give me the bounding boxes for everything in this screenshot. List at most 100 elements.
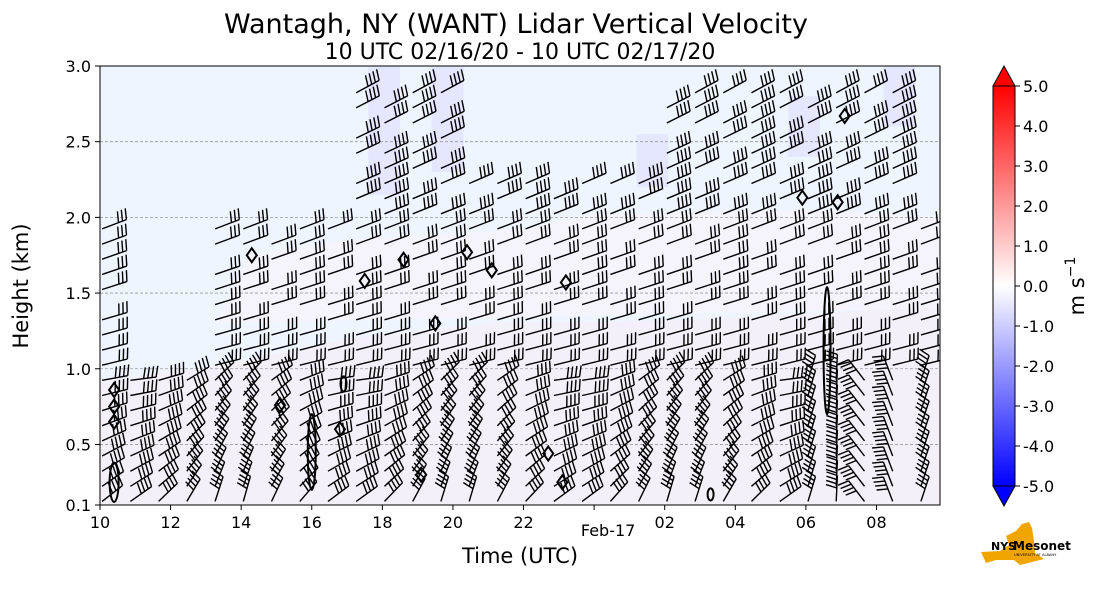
wind-barb bbox=[872, 355, 894, 381]
wind-barb bbox=[412, 146, 438, 170]
wind-barb bbox=[892, 347, 919, 366]
wind-barb bbox=[497, 254, 523, 276]
wind-barb bbox=[412, 440, 429, 472]
wind-barb bbox=[751, 347, 778, 366]
wind-barb bbox=[836, 332, 863, 351]
x-tick-label: 18 bbox=[372, 513, 392, 532]
wind-barb bbox=[553, 447, 578, 472]
wind-barb bbox=[807, 316, 834, 336]
wind-barb bbox=[497, 223, 523, 245]
wind-barb bbox=[581, 161, 607, 185]
wind-barb bbox=[355, 270, 382, 291]
wind-barb bbox=[356, 347, 383, 366]
wind-barb bbox=[553, 239, 580, 260]
y-tick-label: 2.0 bbox=[66, 208, 91, 227]
wind-barb bbox=[440, 239, 467, 260]
wind-barb bbox=[384, 415, 408, 442]
wind-barb bbox=[130, 461, 154, 487]
wind-barb bbox=[609, 429, 632, 457]
wind-barb bbox=[553, 223, 579, 245]
wind-barb bbox=[694, 270, 721, 291]
wind-barb bbox=[723, 161, 748, 185]
wind-barb bbox=[327, 460, 351, 487]
wind-barb bbox=[468, 192, 494, 215]
wind-barb bbox=[723, 239, 749, 260]
wind-barb bbox=[356, 378, 384, 397]
wind-barb bbox=[610, 332, 637, 351]
wind-barb bbox=[497, 301, 524, 321]
wind-barb bbox=[638, 285, 665, 306]
wind-barb bbox=[666, 351, 686, 381]
wind-barb bbox=[412, 177, 438, 200]
wind-barb bbox=[807, 208, 833, 230]
wind-barb bbox=[825, 441, 839, 472]
y-axis-ticks: 0.1 0.5 1.0 1.5 2.0 2.5 3.0 bbox=[66, 57, 100, 515]
wind-barb bbox=[497, 270, 523, 291]
wind-barb bbox=[327, 285, 354, 306]
wind-barb bbox=[212, 424, 229, 457]
wind-barb bbox=[525, 161, 551, 185]
wind-barb bbox=[801, 379, 817, 411]
wind-barb bbox=[158, 375, 184, 397]
wind-barb bbox=[553, 177, 579, 200]
wind-barb bbox=[892, 208, 918, 230]
wind-barb bbox=[610, 387, 635, 412]
wind-barb bbox=[525, 332, 552, 351]
wind-barb bbox=[581, 419, 607, 442]
plot-area bbox=[99, 65, 941, 506]
wind-barb bbox=[242, 365, 261, 396]
wind-barb bbox=[779, 461, 803, 487]
wind-barb bbox=[694, 192, 720, 215]
wind-barb bbox=[835, 192, 862, 215]
y-tick-label: 3.0 bbox=[66, 57, 91, 76]
wind-barb bbox=[807, 130, 833, 154]
wind-barb bbox=[355, 130, 381, 154]
wind-barb bbox=[751, 254, 777, 276]
wind-barb bbox=[723, 332, 750, 351]
wind-barb bbox=[837, 404, 866, 427]
wind-barb bbox=[666, 270, 693, 291]
wind-barb bbox=[581, 433, 607, 457]
wind-barb bbox=[299, 285, 326, 306]
wind-barb bbox=[553, 378, 581, 397]
wind-barb bbox=[779, 420, 805, 442]
wind-barb bbox=[270, 411, 289, 442]
wind-barb bbox=[722, 426, 741, 457]
wind-barb bbox=[384, 254, 410, 276]
wind-barb bbox=[496, 382, 518, 412]
wind-barb bbox=[496, 368, 519, 397]
wind-barb bbox=[694, 316, 721, 336]
wind-barb bbox=[807, 270, 834, 291]
wind-barb bbox=[553, 392, 580, 412]
wind-barb bbox=[666, 347, 694, 366]
x-tick-label: 08 bbox=[866, 513, 886, 532]
wind-barb bbox=[920, 225, 940, 245]
contour bbox=[706, 487, 715, 502]
wind-barb bbox=[723, 146, 748, 170]
wind-barb bbox=[327, 391, 354, 412]
wind-barb bbox=[872, 415, 894, 442]
wind-barb bbox=[581, 447, 606, 472]
wind-barb bbox=[779, 475, 802, 502]
wind-barb bbox=[356, 316, 382, 336]
wind-barb bbox=[920, 272, 940, 291]
wind-barb bbox=[299, 332, 326, 351]
wind-barb bbox=[434, 469, 450, 502]
wind-barb bbox=[213, 410, 230, 442]
wind-barb bbox=[384, 130, 409, 154]
colorbar-gradient bbox=[992, 85, 1016, 487]
ny-state-shape bbox=[981, 522, 1044, 565]
wind-barb bbox=[440, 285, 467, 306]
x-axis-ticks: 10 12 14 16 18 20 22 Feb-17 02 04 06 08 bbox=[90, 505, 887, 540]
wind-barb bbox=[355, 433, 381, 457]
wind-barb bbox=[525, 347, 552, 366]
wind-barb bbox=[864, 146, 889, 170]
wind-barb bbox=[825, 365, 839, 396]
wind-barb bbox=[553, 192, 579, 215]
wind-barb bbox=[130, 392, 157, 412]
wind-barb bbox=[299, 239, 325, 260]
wind-barb bbox=[355, 475, 378, 502]
wind-barb bbox=[412, 69, 437, 94]
wind-barb bbox=[186, 355, 210, 381]
wind-barb bbox=[638, 411, 656, 442]
